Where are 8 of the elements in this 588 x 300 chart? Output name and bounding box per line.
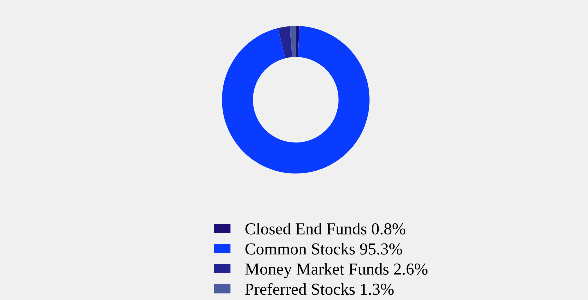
donut-slice xyxy=(296,26,300,58)
legend-label: Money Market Funds 2.6% xyxy=(245,263,428,278)
donut-slice xyxy=(222,26,370,174)
legend-label: Common Stocks 95.3% xyxy=(246,243,402,255)
donut-slice xyxy=(290,26,296,58)
legend-label: Preferred Stocks 1.3% xyxy=(245,283,394,296)
legend-label: Closed End Funds 0.8% xyxy=(246,223,406,235)
donut-slice xyxy=(278,26,293,58)
